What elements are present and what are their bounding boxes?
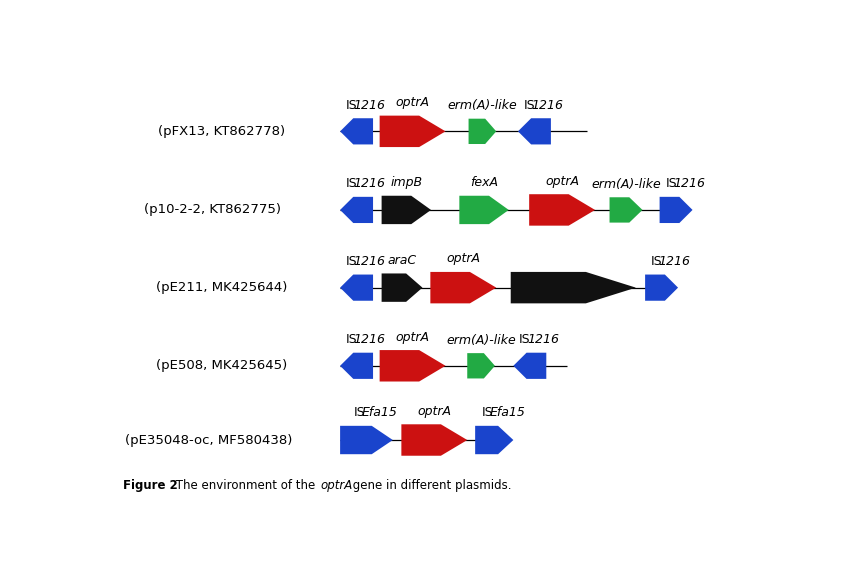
Text: erm(A)-like: erm(A)-like (591, 177, 661, 191)
Text: erm(A)-like: erm(A)-like (447, 99, 518, 112)
Polygon shape (380, 116, 445, 147)
Text: IS: IS (524, 99, 536, 112)
Polygon shape (645, 274, 678, 301)
Polygon shape (468, 119, 496, 144)
Text: IS: IS (346, 333, 358, 346)
Text: IS: IS (482, 407, 494, 419)
Text: 1216: 1216 (354, 255, 386, 268)
Polygon shape (382, 273, 422, 302)
Text: optrA: optrA (417, 405, 451, 418)
Polygon shape (518, 119, 551, 145)
Polygon shape (340, 197, 373, 223)
Text: IS: IS (346, 177, 358, 191)
Text: IS: IS (346, 99, 358, 112)
Text: IS: IS (354, 407, 366, 419)
Text: 1216: 1216 (531, 99, 564, 112)
Text: IS: IS (519, 333, 530, 346)
Text: 1216: 1216 (354, 177, 386, 191)
Polygon shape (459, 196, 509, 224)
Polygon shape (340, 119, 373, 145)
Text: (pE508, MK425645): (pE508, MK425645) (156, 359, 287, 373)
Polygon shape (530, 194, 595, 226)
Polygon shape (401, 424, 468, 456)
Text: 1216: 1216 (527, 333, 559, 346)
Text: araC: araC (388, 254, 416, 267)
Text: Efa15: Efa15 (490, 407, 525, 419)
Polygon shape (660, 197, 693, 223)
Polygon shape (340, 426, 393, 454)
Text: (pE35048-oc, MF580438): (pE35048-oc, MF580438) (125, 434, 292, 447)
Text: IS: IS (651, 255, 662, 268)
Text: 1216: 1216 (354, 333, 386, 346)
Polygon shape (430, 272, 496, 303)
Text: Efa15: Efa15 (362, 407, 398, 419)
Text: gene in different plasmids.: gene in different plasmids. (348, 480, 511, 492)
Text: optrA: optrA (395, 96, 429, 109)
Text: (pE211, MK425644): (pE211, MK425644) (156, 281, 287, 294)
Polygon shape (340, 274, 373, 301)
Text: (p10-2-2, KT862775): (p10-2-2, KT862775) (144, 204, 281, 217)
Text: 1216: 1216 (354, 99, 386, 112)
Polygon shape (380, 350, 445, 382)
Text: erm(A)-like: erm(A)-like (446, 333, 516, 346)
Text: (pFX13, KT862778): (pFX13, KT862778) (158, 125, 285, 138)
Text: impB: impB (390, 176, 422, 189)
Polygon shape (340, 353, 373, 379)
Text: fexA: fexA (470, 176, 498, 189)
Text: IS: IS (346, 255, 358, 268)
Text: optrA: optrA (446, 252, 480, 265)
Text: optrA: optrA (395, 331, 429, 344)
Text: 1216: 1216 (659, 255, 691, 268)
Polygon shape (513, 353, 547, 379)
Text: 1216: 1216 (673, 177, 706, 191)
Polygon shape (468, 353, 495, 378)
Polygon shape (511, 272, 636, 303)
Text: optrA: optrA (545, 175, 579, 188)
Polygon shape (382, 196, 431, 224)
Polygon shape (609, 197, 643, 223)
Text: optrA: optrA (320, 480, 353, 492)
Text: The environment of the: The environment of the (172, 480, 319, 492)
Text: Figure 2: Figure 2 (122, 480, 178, 492)
Polygon shape (475, 426, 513, 454)
Text: IS: IS (666, 177, 677, 191)
